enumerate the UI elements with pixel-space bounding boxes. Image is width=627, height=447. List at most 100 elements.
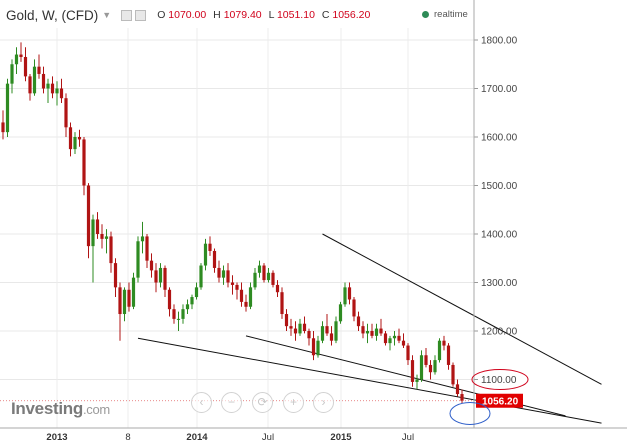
candle	[392, 331, 397, 346]
candle-body	[14, 54, 19, 65]
candle	[55, 81, 59, 106]
candle	[307, 328, 311, 346]
candle-body	[338, 304, 343, 322]
candle-body	[352, 299, 356, 317]
zoom-in-button[interactable]: +	[283, 392, 304, 413]
x-tick-label: 2015	[330, 432, 352, 443]
candle	[370, 323, 374, 339]
candle	[257, 260, 262, 278]
candle-body	[392, 335, 397, 339]
candle-body	[104, 236, 109, 239]
candle	[451, 362, 455, 387]
scroll-right-button[interactable]: ›	[313, 392, 334, 413]
candle-body	[100, 234, 104, 239]
high-label: H	[213, 9, 221, 21]
candle-body	[320, 326, 325, 341]
candle	[383, 331, 388, 346]
candle	[320, 321, 325, 344]
candle	[145, 234, 149, 268]
candle	[442, 335, 446, 351]
candle-body	[329, 333, 334, 341]
y-tick-label: 1800.00	[481, 36, 518, 47]
logo-main-text: Investing	[11, 399, 83, 418]
candle-body	[28, 76, 32, 94]
last-price-label: 1056.20	[482, 397, 519, 408]
candle	[329, 326, 334, 346]
candle	[212, 248, 217, 273]
candle	[50, 76, 55, 99]
candle-body	[302, 323, 307, 331]
candle-body	[10, 64, 14, 84]
candle-body	[275, 284, 280, 293]
realtime-label: realtime	[434, 9, 468, 20]
candle-body	[374, 328, 379, 336]
candle	[104, 229, 109, 254]
logo-suffix-text: .com	[82, 402, 110, 417]
candle-body	[284, 314, 289, 327]
low-label: L	[268, 9, 275, 21]
chart-header: Gold, W, (CFD) ▼ O 1070.00 H 1079.40 L 1…	[6, 6, 374, 24]
candle	[59, 78, 64, 104]
candle-body	[131, 277, 136, 307]
candle	[154, 263, 158, 293]
candle-body	[59, 88, 64, 99]
candle	[109, 231, 113, 273]
candle	[253, 267, 257, 290]
candle-body	[419, 355, 424, 380]
x-tick-label: Jul	[402, 432, 414, 443]
open-value: 1070.00	[168, 9, 207, 21]
candle	[140, 221, 145, 254]
y-tick-label: 1400.00	[481, 230, 518, 241]
candle	[118, 282, 122, 341]
candle-body	[158, 267, 163, 283]
low-value: 1051.10	[276, 9, 315, 21]
settings-square-icon[interactable]	[121, 9, 133, 21]
candle-body	[415, 379, 419, 382]
candle-body	[446, 345, 451, 365]
candle-body	[190, 297, 194, 305]
reset-zoom-button[interactable]: ⟳	[252, 392, 273, 413]
close-value: 1056.20	[332, 9, 371, 21]
candle-body	[91, 219, 95, 247]
open-label: O	[157, 9, 166, 21]
candle-body	[379, 328, 383, 334]
candle-body	[298, 323, 302, 334]
candle-body	[41, 73, 46, 89]
candle-body	[199, 265, 203, 288]
candle	[419, 350, 424, 382]
candle	[28, 73, 32, 101]
fullscreen-square-icon[interactable]	[135, 9, 147, 21]
zoom-out-button[interactable]: −	[221, 392, 242, 413]
candle	[352, 297, 356, 322]
candle-body	[221, 270, 226, 278]
investing-logo: Investing.com	[11, 399, 110, 419]
candle	[437, 338, 442, 363]
candle	[221, 265, 226, 285]
candle-body	[244, 301, 248, 307]
symbol-title[interactable]: Gold, W, (CFD)	[6, 7, 99, 23]
plus-icon: +	[289, 395, 297, 409]
y-tick-label: 1100.00	[481, 375, 517, 386]
symbol-dropdown-chevron-icon[interactable]: ▼	[102, 10, 112, 20]
candle	[302, 316, 307, 334]
candle	[32, 59, 37, 96]
candle-body	[167, 289, 172, 310]
chevron-right-icon: ›	[321, 395, 326, 409]
y-tick-label: 1700.00	[481, 84, 518, 95]
candle-body	[77, 137, 82, 140]
candle	[298, 318, 302, 336]
candle-body	[262, 265, 266, 281]
candle	[424, 347, 428, 368]
y-tick-label: 1600.00	[481, 133, 518, 144]
candle	[199, 263, 203, 290]
candle-body	[208, 243, 212, 251]
candle-body	[127, 289, 131, 307]
candle	[289, 318, 293, 336]
candle	[217, 260, 221, 283]
candle	[379, 318, 383, 336]
candle-body	[356, 316, 361, 327]
scroll-left-button[interactable]: ‹	[191, 392, 212, 413]
y-tick-label: 1300.00	[481, 278, 518, 289]
candle-body	[230, 282, 235, 285]
